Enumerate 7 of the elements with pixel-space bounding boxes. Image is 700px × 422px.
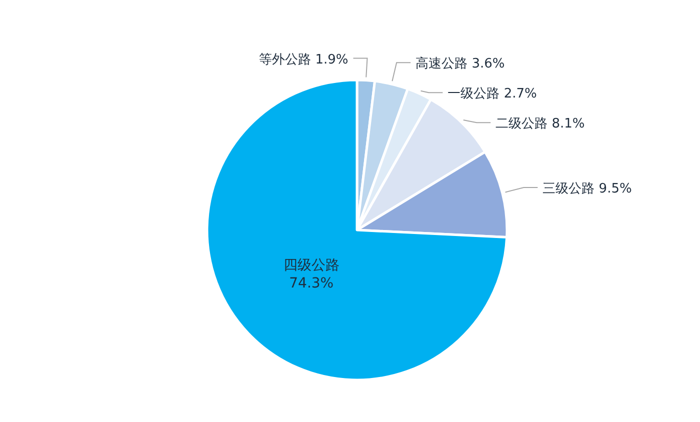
slice-label: 一级公路 2.7%: [448, 86, 537, 102]
data-label: 74.3%: [289, 275, 334, 292]
slice-label: 高速公路 3.6%: [416, 56, 505, 72]
slice-label: 三级公路 9.5%: [542, 182, 632, 197]
slice-label: 等外公路 1.9%: [259, 52, 348, 68]
slice-label: 四级公路: [283, 257, 340, 274]
slice-label: 二级公路 8.1%: [496, 116, 585, 132]
